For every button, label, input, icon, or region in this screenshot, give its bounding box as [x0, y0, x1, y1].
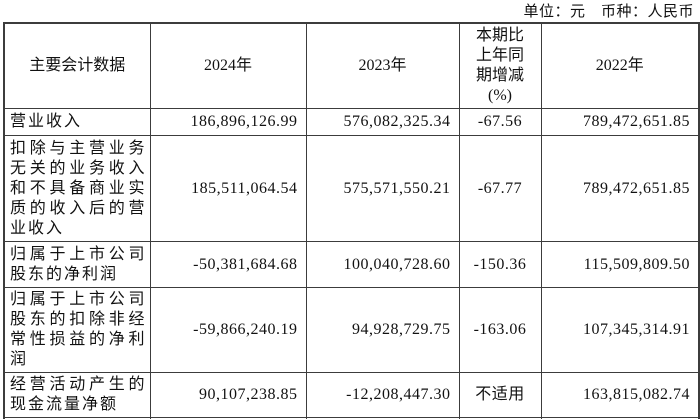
value-2024: 90,107,238.85 — [149, 372, 307, 418]
col-header-metric: 主要会计数据 — [3, 22, 151, 109]
col-header-2023: 2023年 — [305, 22, 460, 109]
value-2024: -50,381,684.68 — [149, 241, 307, 288]
col-header-2022: 2022年 — [540, 22, 700, 109]
value-2023: 576,082,325.34 — [305, 108, 460, 136]
table-row-net-profit: 归属于上市公司股东的净利润 -50,381,684.68 100,040,728… — [3, 241, 700, 288]
metric-label: 扣除与主营业务无关的业务收入和不具备商业实质的收入后的营业收入 — [3, 135, 151, 242]
value-change-pct: -67.56 — [458, 108, 542, 136]
table-row-net-profit-excl-nonrecurring: 归属于上市公司股东的扣除非经常性损益的净利润 -59,866,240.19 94… — [3, 287, 700, 373]
value-change-pct: -163.06 — [458, 287, 542, 373]
value-change-pct: 不适用 — [458, 372, 542, 418]
col-header-change-pct: 本期比 上年同 期增减 (%) — [458, 22, 542, 109]
table-header-row: 主要会计数据 2024年 2023年 本期比 上年同 期增减 (%) 2022年 — [3, 22, 700, 109]
metric-label: 营业收入 — [3, 108, 151, 136]
value-2024: -59,866,240.19 — [149, 287, 307, 373]
value-2022: 789,472,651.85 — [540, 108, 700, 136]
key-accounting-data-table: 主要会计数据 2024年 2023年 本期比 上年同 期增减 (%) 2022年… — [3, 22, 700, 419]
table-row-operating-revenue: 营业收入 186,896,126.99 576,082,325.34 -67.5… — [3, 108, 700, 136]
col-header-2024: 2024年 — [149, 22, 307, 109]
value-2023: 94,928,729.75 — [305, 287, 460, 373]
value-2022: 789,472,651.85 — [540, 135, 700, 242]
table-row-adjusted-revenue: 扣除与主营业务无关的业务收入和不具备商业实质的收入后的营业收入 185,511,… — [3, 135, 700, 242]
value-2022: 107,345,314.91 — [540, 287, 700, 373]
value-2022 — [540, 417, 700, 419]
value-change-pct: -150.36 — [458, 241, 542, 288]
value-2023: 575,571,550.21 — [305, 135, 460, 242]
table-row-clipped — [3, 417, 700, 419]
value-2023: -12,208,447.30 — [305, 372, 460, 418]
metric-label: 经营活动产生的现金流量净额 — [3, 372, 151, 418]
value-2023: 100,040,728.60 — [305, 241, 460, 288]
metric-label: 归属于上市公司股东的扣除非经常性损益的净利润 — [3, 287, 151, 373]
value-2024: 185,511,064.54 — [149, 135, 307, 242]
table-row-operating-cash-flow: 经营活动产生的现金流量净额 90,107,238.85 -12,208,447.… — [3, 372, 700, 418]
unit-currency-note: 单位：元 币种：人民币 — [523, 4, 694, 20]
value-change-pct: -67.77 — [458, 135, 542, 242]
metric-label: 归属于上市公司股东的净利润 — [3, 241, 151, 288]
value-2024: 186,896,126.99 — [149, 108, 307, 136]
value-2022: 115,509,809.50 — [540, 241, 700, 288]
value-2022: 163,815,082.74 — [540, 372, 700, 418]
